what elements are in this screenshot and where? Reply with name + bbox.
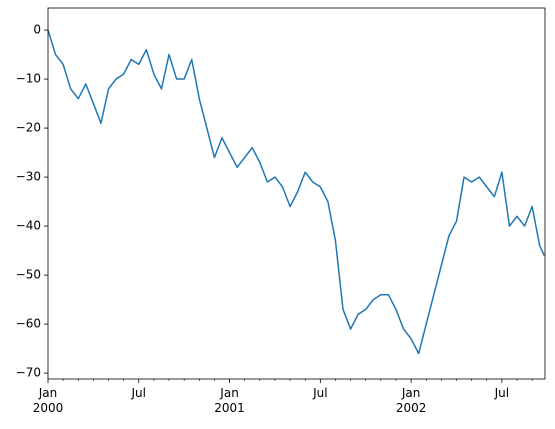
y-tick-label: −30 (16, 170, 41, 184)
x-tick-label: Jul (494, 386, 510, 400)
x-tick-label: Jul (131, 386, 146, 400)
y-tick-label: −40 (16, 219, 41, 233)
y-tick-label: −20 (16, 121, 41, 135)
x-tick-label: Jan 2000 (32, 386, 64, 415)
plot-frame (47, 7, 546, 380)
x-tick-label: Jan 2002 (395, 386, 427, 415)
x-tick-label: Jul (313, 386, 328, 400)
y-tick-label: −10 (16, 72, 41, 86)
y-tick-label: −70 (16, 366, 41, 380)
line-series (47, 29, 545, 355)
y-tick-label: −60 (16, 317, 41, 331)
y-tick-label: 0 (33, 23, 41, 37)
y-tick-label: −50 (16, 268, 41, 282)
x-tick-label: Jan 2001 (214, 386, 245, 415)
